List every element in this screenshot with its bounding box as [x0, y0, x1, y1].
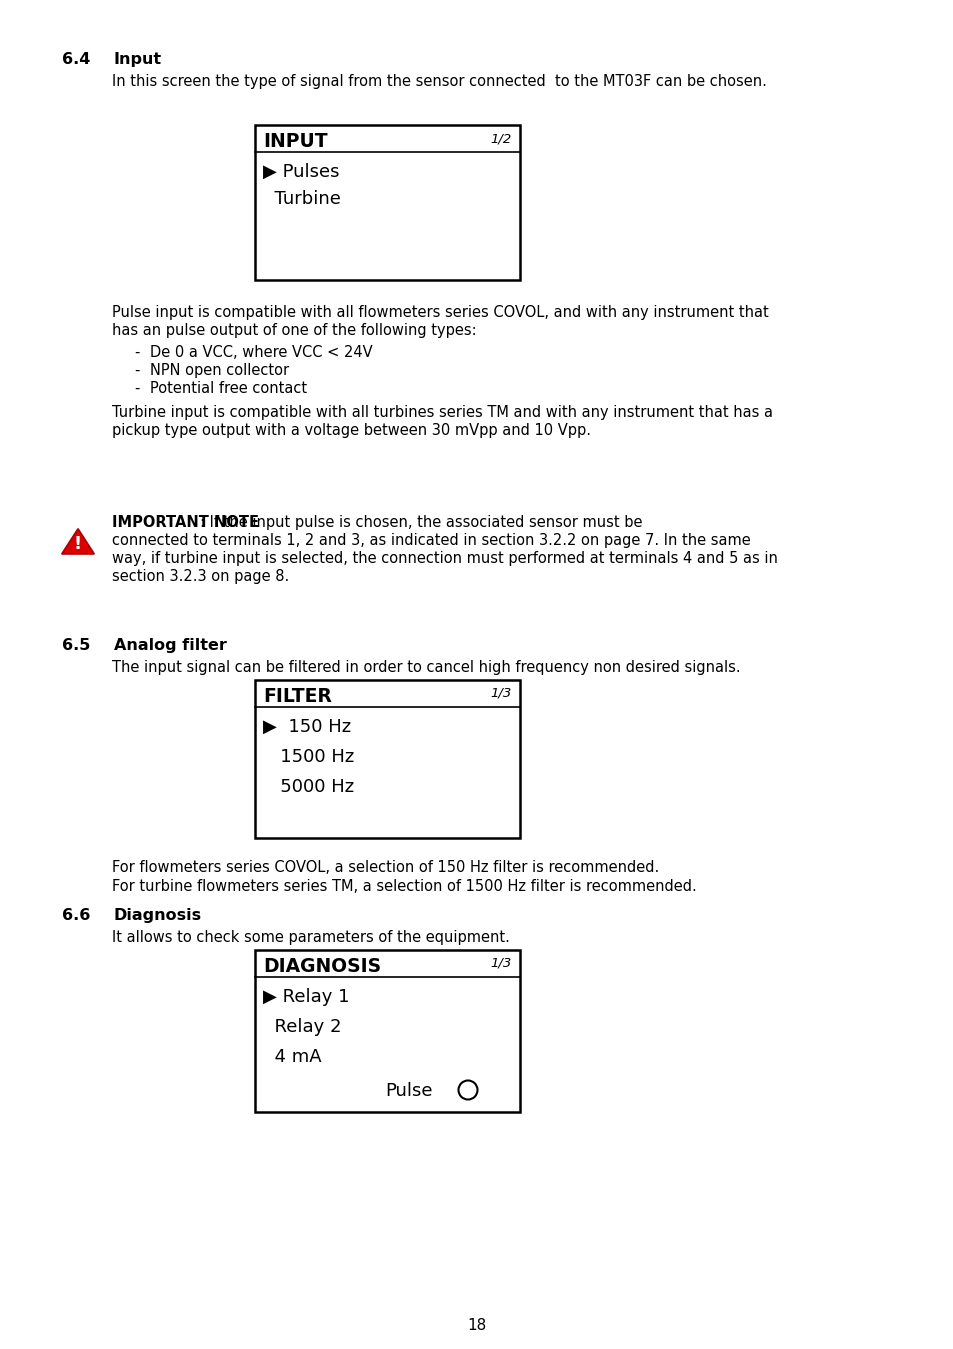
Text: ▶  150 Hz: ▶ 150 Hz	[263, 718, 351, 737]
Text: Turbine: Turbine	[263, 190, 340, 208]
Text: For flowmeters series COVOL, a selection of 150 Hz filter is recommended.: For flowmeters series COVOL, a selection…	[112, 861, 659, 876]
Text: 5000 Hz: 5000 Hz	[263, 778, 354, 796]
Text: INPUT: INPUT	[263, 132, 327, 151]
Text: 18: 18	[467, 1318, 486, 1333]
Text: In this screen the type of signal from the sensor connected  to the MT03F can be: In this screen the type of signal from t…	[112, 74, 766, 89]
Text: The input signal can be filtered in order to cancel high frequency non desired s: The input signal can be filtered in orde…	[112, 660, 740, 674]
Text: ▶ Pulses: ▶ Pulses	[263, 163, 339, 181]
Text: Pulse: Pulse	[385, 1082, 432, 1099]
Text: !: !	[74, 534, 82, 553]
Text: 1500 Hz: 1500 Hz	[263, 747, 354, 766]
Polygon shape	[62, 529, 94, 554]
Text: ▶ Relay 1: ▶ Relay 1	[263, 987, 349, 1006]
Text: 6.5: 6.5	[62, 638, 91, 653]
Text: 1/3: 1/3	[490, 687, 512, 700]
Text: De 0 a VCC, where VCC < 24V: De 0 a VCC, where VCC < 24V	[150, 345, 373, 360]
Text: pickup type output with a voltage between 30 mVpp and 10 Vpp.: pickup type output with a voltage betwee…	[112, 424, 590, 438]
Text: Diagnosis: Diagnosis	[113, 908, 202, 923]
Circle shape	[458, 1081, 477, 1099]
Bar	[254, 125, 519, 281]
Text: section 3.2.3 on page 8.: section 3.2.3 on page 8.	[112, 569, 289, 584]
Text: 6.4: 6.4	[62, 53, 91, 67]
Text: FILTER: FILTER	[263, 687, 332, 706]
Text: connected to terminals 1, 2 and 3, as indicated in section 3.2.2 on page 7. In t: connected to terminals 1, 2 and 3, as in…	[112, 533, 750, 548]
Text: 6.6: 6.6	[62, 908, 91, 923]
Text: Pulse input is compatible with all flowmeters series COVOL, and with any instrum: Pulse input is compatible with all flowm…	[112, 305, 768, 320]
Text: -: -	[133, 345, 139, 360]
Text: -: -	[133, 363, 139, 378]
Text: Relay 2: Relay 2	[263, 1018, 341, 1036]
Text: way, if turbine input is selected, the connection must performed at terminals 4 : way, if turbine input is selected, the c…	[112, 550, 777, 567]
Text: IMPORTANT NOTE: IMPORTANT NOTE	[112, 515, 258, 530]
Bar	[254, 950, 519, 1112]
Text: Input: Input	[113, 53, 162, 67]
Bar	[254, 680, 519, 838]
Text: Analog filter: Analog filter	[113, 638, 227, 653]
Text: 4 mA: 4 mA	[263, 1048, 321, 1066]
Text: : If the input pulse is chosen, the associated sensor must be: : If the input pulse is chosen, the asso…	[200, 515, 642, 530]
Text: It allows to check some parameters of the equipment.: It allows to check some parameters of th…	[112, 929, 509, 946]
Text: -: -	[133, 380, 139, 397]
Text: Potential free contact: Potential free contact	[150, 380, 307, 397]
Text: has an pulse output of one of the following types:: has an pulse output of one of the follow…	[112, 322, 476, 339]
Text: 1/2: 1/2	[490, 132, 512, 144]
Text: 1/3: 1/3	[490, 956, 512, 970]
Text: For turbine flowmeters series TM, a selection of 1500 Hz filter is recommended.: For turbine flowmeters series TM, a sele…	[112, 880, 696, 894]
Text: NPN open collector: NPN open collector	[150, 363, 289, 378]
Text: DIAGNOSIS: DIAGNOSIS	[263, 956, 381, 975]
Text: Turbine input is compatible with all turbines series TM and with any instrument : Turbine input is compatible with all tur…	[112, 405, 772, 420]
